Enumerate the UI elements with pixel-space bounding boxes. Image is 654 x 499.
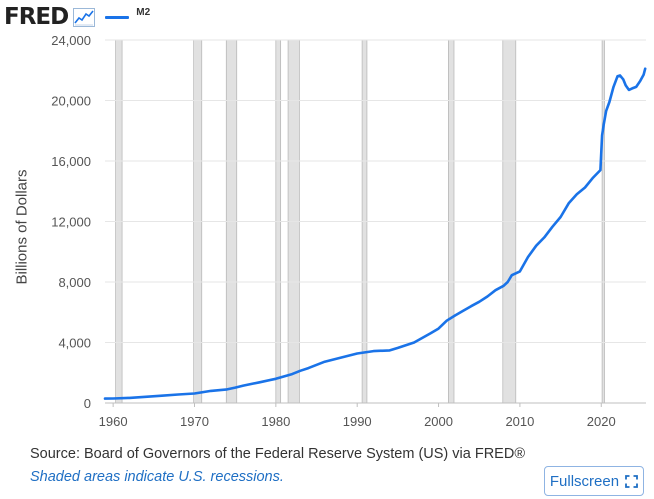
- y-tick-label: 12,000: [51, 215, 91, 230]
- data-point: [543, 236, 546, 239]
- data-point: [462, 309, 464, 312]
- data-point: [388, 349, 391, 352]
- data-point: [274, 377, 277, 380]
- chart-legend: M2: [105, 7, 150, 23]
- data-point: [599, 169, 602, 171]
- data-point: [639, 79, 642, 82]
- data-point: [486, 295, 489, 298]
- x-tick-label: 1960: [99, 414, 128, 429]
- data-point: [567, 202, 570, 205]
- data-point: [144, 395, 147, 398]
- data-point: [510, 274, 513, 277]
- data-point: [299, 369, 302, 372]
- data-point: [592, 176, 595, 179]
- data-point: [502, 284, 505, 287]
- fullscreen-label: Fullscreen: [549, 472, 620, 490]
- data-point: [161, 394, 163, 397]
- data-point: [628, 89, 630, 91]
- y-tick-label: 24,000: [51, 33, 91, 48]
- data-point: [258, 381, 261, 384]
- data-point: [453, 314, 456, 317]
- x-tick-label: 1980: [261, 414, 290, 429]
- y-tick-label: 4,000: [58, 336, 91, 351]
- y-axis-title: Billions of Dollars: [13, 169, 31, 285]
- data-point: [104, 397, 106, 400]
- data-point: [226, 388, 228, 391]
- data-point: [605, 110, 608, 112]
- fullscreen-button[interactable]: Fullscreen: [544, 466, 644, 496]
- x-tick-label: 2010: [505, 414, 534, 429]
- line-chart-icon[interactable]: [73, 7, 96, 27]
- data-point: [601, 134, 603, 137]
- data-point: [396, 347, 399, 349]
- data-point: [372, 350, 375, 353]
- data-point: [356, 352, 359, 355]
- legend-label: M2: [136, 6, 151, 18]
- fred-logo[interactable]: FRED: [4, 3, 69, 30]
- data-point: [559, 216, 562, 218]
- x-tick-label: 1970: [180, 414, 209, 429]
- data-point: [307, 367, 310, 369]
- data-point: [584, 186, 586, 189]
- data-point: [527, 256, 529, 258]
- data-point: [624, 84, 627, 87]
- data-point: [635, 85, 638, 88]
- data-point: [429, 332, 432, 335]
- data-point: [602, 123, 605, 126]
- data-point: [519, 270, 521, 273]
- data-point: [445, 319, 448, 322]
- legend-swatch: [105, 15, 130, 19]
- chart-svg: 0 4,000 8,000 12,000 16,000 20,000 24,000 1960 1…: [51, 33, 647, 429]
- data-point: [612, 85, 615, 88]
- data-point: [470, 305, 472, 308]
- data-point: [535, 244, 538, 247]
- data-point: [323, 360, 326, 363]
- data-point: [506, 281, 509, 283]
- x-tick-label: 2000: [424, 414, 453, 429]
- data-point: [478, 300, 481, 303]
- data-point: [234, 386, 237, 389]
- y-tick-label: 16,000: [51, 154, 91, 169]
- data-point: [608, 101, 611, 103]
- data-point: [177, 393, 180, 396]
- data-point: [291, 373, 294, 376]
- data-point: [193, 392, 196, 395]
- data-point: [437, 327, 440, 330]
- y-tick-label: 20,000: [51, 94, 91, 109]
- data-point: [340, 356, 342, 359]
- data-point: [413, 341, 416, 344]
- fullscreen-icon: [625, 474, 638, 488]
- x-tick-label: 1990: [343, 414, 372, 429]
- data-point: [642, 73, 645, 76]
- data-point: [112, 397, 115, 400]
- data-point: [551, 225, 554, 228]
- data-point: [622, 78, 625, 81]
- data-point: [209, 390, 212, 392]
- chart-header: FRED M2: [4, 3, 150, 31]
- recession-note: Shaded areas indicate U.S. recessions.: [30, 469, 284, 485]
- data-point: [616, 75, 619, 78]
- y-tick-label: 8,000: [58, 275, 91, 290]
- y-tick-label: 0: [84, 396, 91, 411]
- x-tick-label: 2020: [587, 414, 616, 429]
- data-point: [619, 74, 621, 77]
- data-point: [575, 193, 578, 196]
- data-point: [128, 396, 131, 399]
- data-point: [644, 67, 647, 70]
- data-point: [494, 289, 497, 292]
- data-point: [631, 87, 634, 90]
- source-note: Source: Board of Governors of the Federa…: [30, 446, 526, 462]
- data-point: [242, 384, 245, 387]
